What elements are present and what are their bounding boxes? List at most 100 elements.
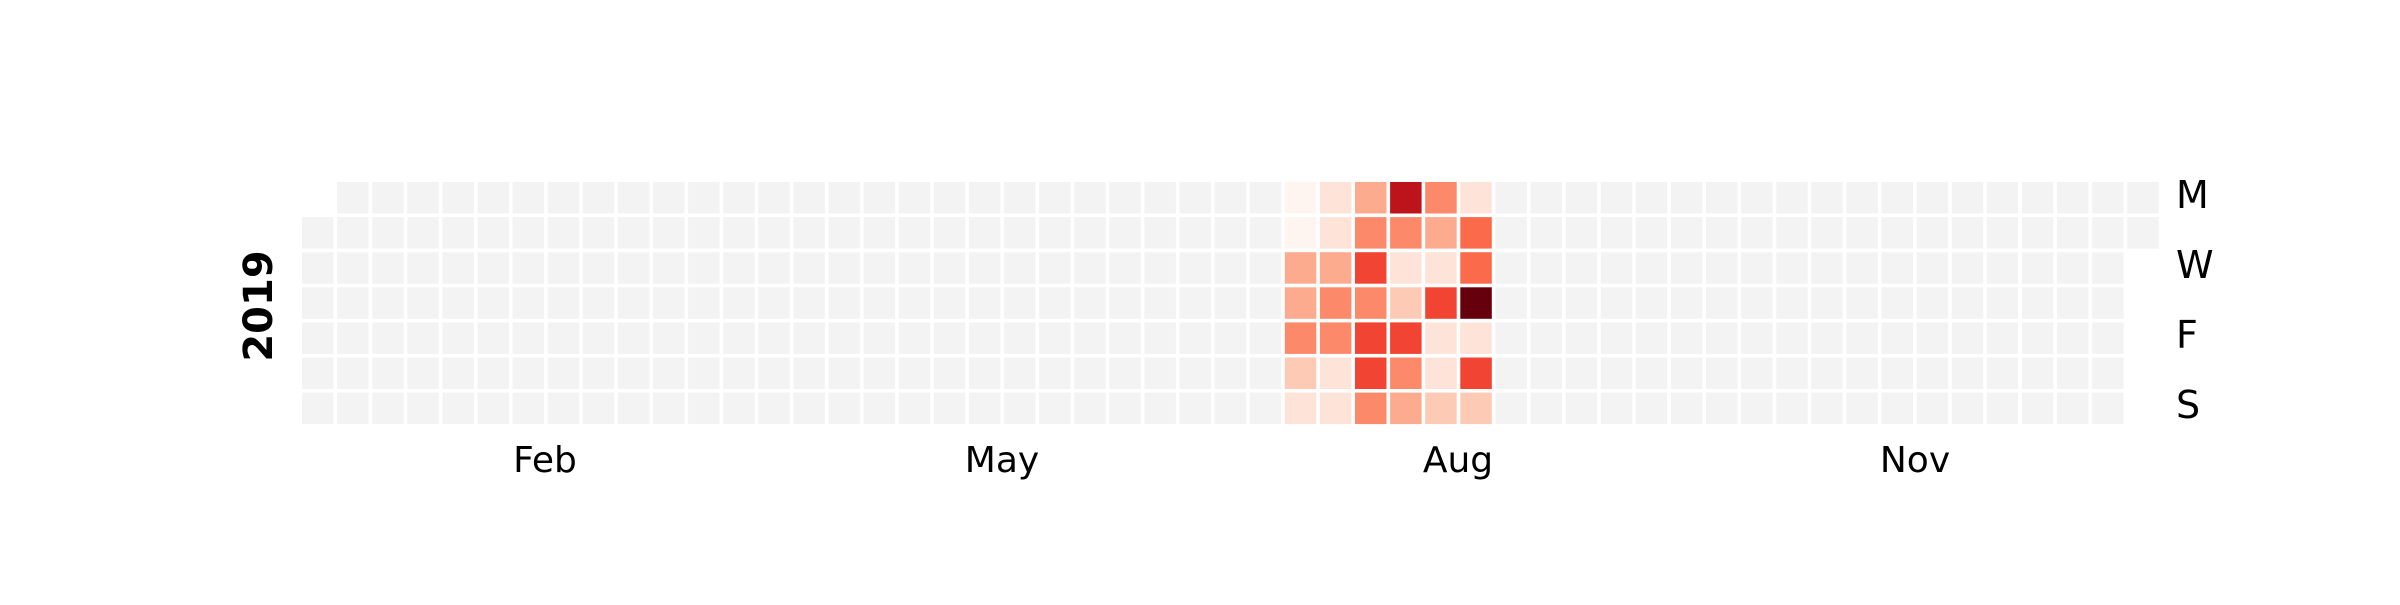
day-cell bbox=[1776, 182, 1808, 214]
day-cell bbox=[828, 182, 860, 214]
day-cell bbox=[1460, 252, 1492, 284]
day-cell bbox=[1776, 217, 1808, 249]
day-cell bbox=[1004, 357, 1036, 389]
day-cell bbox=[1706, 287, 1738, 319]
day-cell bbox=[1425, 322, 1457, 354]
day-cell bbox=[863, 182, 896, 214]
day-cell bbox=[1109, 217, 1141, 249]
day-cell bbox=[1565, 392, 1598, 425]
day-cell bbox=[723, 182, 755, 214]
day-cell bbox=[1390, 357, 1422, 389]
day-cell bbox=[1986, 287, 2019, 319]
day-cell bbox=[407, 182, 439, 214]
day-cell bbox=[828, 252, 860, 284]
day-cell bbox=[933, 322, 966, 354]
day-cell bbox=[1074, 287, 1106, 319]
day-cell bbox=[1741, 322, 1773, 354]
day-cell bbox=[688, 182, 720, 214]
month-label: Nov bbox=[1880, 440, 1950, 481]
day-cell bbox=[1004, 182, 1036, 214]
day-cell bbox=[1881, 392, 1913, 425]
day-cell bbox=[863, 392, 896, 425]
day-cell bbox=[1425, 252, 1457, 284]
day-cell bbox=[1109, 322, 1141, 354]
day-cell bbox=[1214, 182, 1247, 214]
day-cell bbox=[1214, 287, 1247, 319]
day-cell bbox=[758, 322, 790, 354]
day-cell bbox=[1284, 357, 1317, 389]
day-cell bbox=[512, 182, 545, 214]
day-cell bbox=[723, 392, 755, 425]
day-cell bbox=[1495, 182, 1527, 214]
day-cell bbox=[968, 357, 1001, 389]
day-cell bbox=[688, 217, 720, 249]
month-label: May bbox=[965, 440, 1039, 481]
day-cell bbox=[1881, 217, 1913, 249]
day-cell bbox=[898, 217, 931, 249]
day-cell bbox=[758, 217, 790, 249]
day-cell bbox=[442, 182, 474, 214]
day-cell bbox=[1776, 357, 1808, 389]
cells-layer bbox=[302, 182, 2159, 425]
day-cell bbox=[1951, 392, 1984, 425]
day-cell bbox=[758, 392, 790, 425]
day-cell bbox=[1986, 392, 2019, 425]
day-cell bbox=[582, 357, 615, 389]
day-cell bbox=[968, 287, 1001, 319]
day-cell bbox=[723, 287, 755, 319]
day-cell bbox=[1495, 287, 1527, 319]
day-cell bbox=[2021, 182, 2054, 214]
day-cell bbox=[407, 322, 439, 354]
day-cell bbox=[1460, 357, 1492, 389]
day-cell bbox=[1986, 182, 2019, 214]
day-cell bbox=[1706, 392, 1738, 425]
day-cell bbox=[828, 287, 860, 319]
day-cell bbox=[2021, 357, 2054, 389]
day-cell bbox=[723, 357, 755, 389]
day-cell bbox=[898, 287, 931, 319]
day-cell bbox=[898, 182, 931, 214]
day-cell bbox=[968, 252, 1001, 284]
day-cell bbox=[1004, 252, 1036, 284]
day-cell bbox=[933, 287, 966, 319]
day-cell bbox=[793, 252, 825, 284]
day-cell bbox=[863, 322, 896, 354]
day-cell bbox=[1881, 357, 1913, 389]
day-cell bbox=[1109, 252, 1141, 284]
day-cell bbox=[1460, 182, 1492, 214]
day-cell bbox=[1319, 182, 1352, 214]
day-cell bbox=[1460, 287, 1492, 319]
day-cell bbox=[2092, 217, 2124, 249]
day-cell bbox=[653, 357, 685, 389]
day-cell bbox=[1846, 392, 1878, 425]
day-cell bbox=[1390, 217, 1422, 249]
day-cell bbox=[1846, 252, 1878, 284]
day-cell bbox=[1249, 322, 1282, 354]
day-cell bbox=[898, 252, 931, 284]
day-cell bbox=[1530, 182, 1562, 214]
day-cell bbox=[1425, 392, 1457, 425]
day-cell bbox=[2057, 217, 2089, 249]
day-cell bbox=[1039, 182, 1071, 214]
day-cell bbox=[1811, 392, 1843, 425]
day-cell bbox=[1670, 392, 1703, 425]
day-cell bbox=[1951, 322, 1984, 354]
day-cell bbox=[1249, 287, 1282, 319]
day-cell bbox=[302, 357, 334, 389]
day-cell bbox=[1495, 252, 1527, 284]
day-cell bbox=[302, 322, 334, 354]
day-cell bbox=[898, 357, 931, 389]
day-cell bbox=[337, 322, 369, 354]
day-cell bbox=[1811, 182, 1843, 214]
day-cell bbox=[2092, 252, 2124, 284]
day-cell bbox=[933, 392, 966, 425]
day-cell bbox=[1811, 252, 1843, 284]
day-cell bbox=[1776, 252, 1808, 284]
day-cell bbox=[1214, 392, 1247, 425]
day-cell bbox=[1811, 217, 1843, 249]
day-cell bbox=[1670, 357, 1703, 389]
day-cell bbox=[1986, 357, 2019, 389]
day-cell bbox=[1425, 287, 1457, 319]
day-cell bbox=[302, 217, 334, 249]
